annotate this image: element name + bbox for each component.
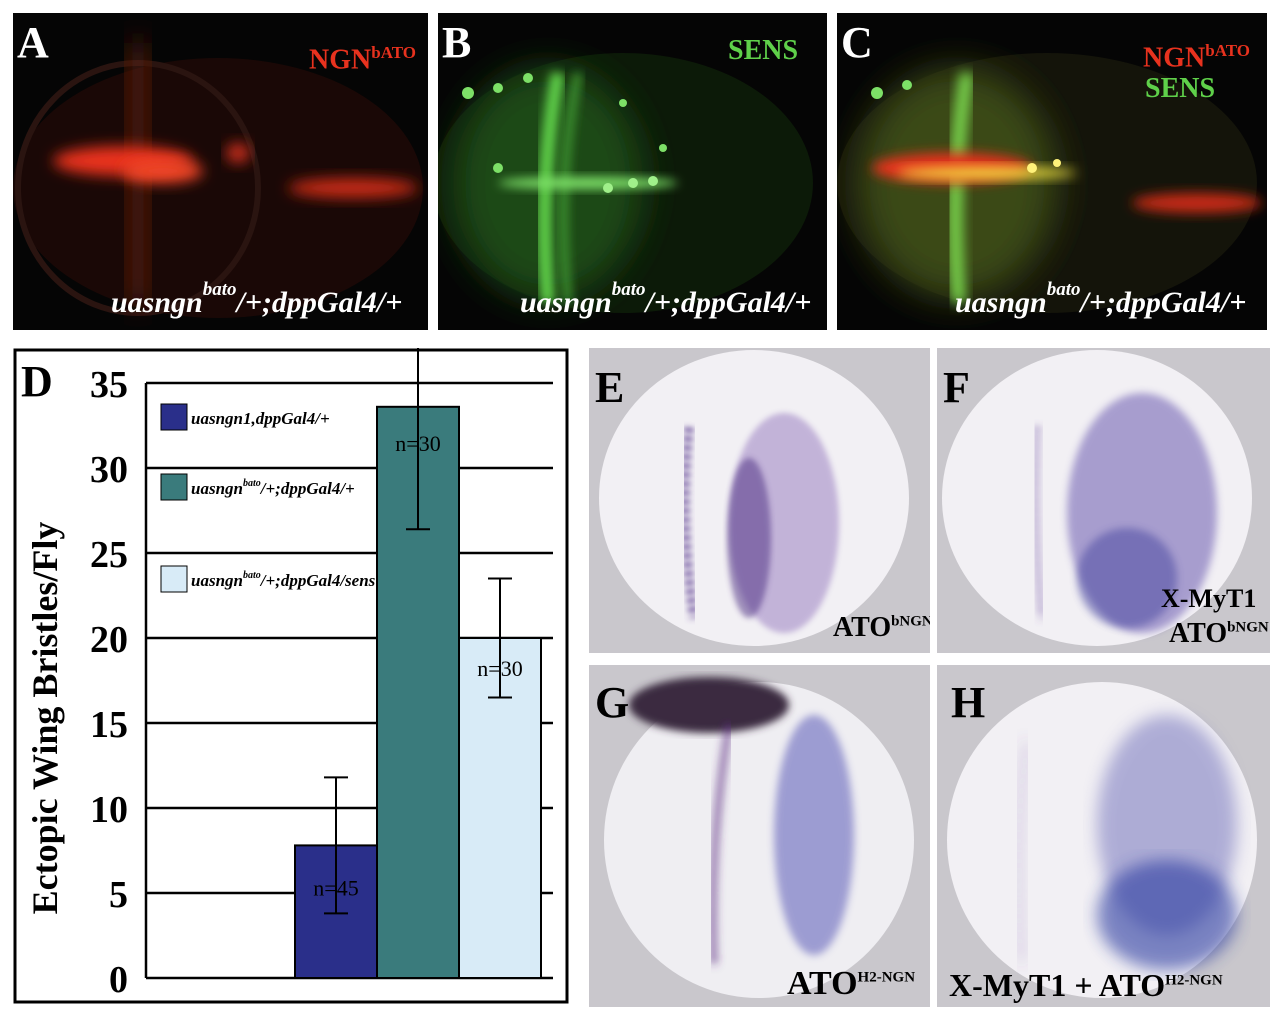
panel-c: C NGNbATO SENS uasngnbato/+;dppGal4/+ xyxy=(837,13,1267,330)
panel-g-label: ATOH2-NGN xyxy=(787,965,916,1002)
panel-g: G ATOH2-NGN xyxy=(589,665,930,1007)
panel-a-genotype: uasngnbato/+;dppGal4/+ xyxy=(111,279,403,319)
y-tick-label: 30 xyxy=(90,449,128,491)
panel-b: B SENS uasngnbato/+;dppGal4/+ xyxy=(438,13,827,330)
panel-e-label: ATObNGN xyxy=(833,612,930,643)
panel-b-stain: SENS xyxy=(728,35,799,66)
legend-swatch-1 xyxy=(160,403,188,431)
panel-h-label: X-MyT1 + ATOH2-NGN xyxy=(949,967,1223,1003)
panel-f-label-2: ATObNGN xyxy=(1169,618,1269,649)
y-tick-labels: 0 5 10 15 20 25 30 35 xyxy=(90,364,128,1001)
panel-c-image xyxy=(837,53,1262,313)
y-axis-label: Ectopic Wing Bristles/Fly xyxy=(25,522,65,915)
panel-c-genotype: uasngnbato/+;dppGal4/+ xyxy=(955,279,1247,319)
panel-c-stain-sens: SENS xyxy=(1145,73,1216,104)
panel-h-letter: H xyxy=(951,678,986,727)
panel-f-label-1: X-MyT1 xyxy=(1161,584,1257,613)
panel-g-image xyxy=(604,677,914,998)
panel-a: A NGNbATO uasngnbato/+;dppGal4/+ xyxy=(13,13,428,330)
y-tick-label: 0 xyxy=(109,959,128,1001)
panel-c-stain-ngn: NGNbATO xyxy=(1143,41,1250,74)
n-label-1: n=45 xyxy=(313,875,358,900)
legend-swatch-2 xyxy=(160,473,188,501)
panel-h: H X-MyT1 + ATOH2-NGN xyxy=(937,665,1270,1007)
legend-label-1: uasngn1,dppGal4/+ xyxy=(191,409,330,428)
panel-g-letter: G xyxy=(595,678,630,727)
y-tick-label: 25 xyxy=(90,534,128,576)
panel-f-image xyxy=(942,350,1252,646)
panel-a-image xyxy=(13,43,423,318)
legend: uasngn1,dppGal4/+ uasngnbato/+;dppGal4/+ u… xyxy=(160,403,376,593)
n-label-3: n=30 xyxy=(477,656,522,681)
legend-swatch-3 xyxy=(160,565,188,593)
panel-f-letter: F xyxy=(943,363,970,412)
panel-b-letter: B xyxy=(442,18,472,67)
panel-e-image xyxy=(599,350,909,646)
panel-d: D Ectopic Wing Bristles/Fly 0 5 10 15 20 25 30… xyxy=(13,348,573,1008)
legend-label-3: uasngnbato/+;dppGal4/sens xyxy=(191,570,376,590)
panel-b-image xyxy=(438,53,813,313)
n-label-2: n=30 xyxy=(395,431,440,456)
bars: n=45 n=30 n=30 xyxy=(294,348,542,980)
legend-label-2: uasngnbato/+;dppGal4/+ xyxy=(191,478,355,498)
panel-d-chart: D Ectopic Wing Bristles/Fly 0 5 10 15 20 25 30… xyxy=(13,348,569,1004)
y-tick-label: 20 xyxy=(90,619,128,661)
y-tick-label: 35 xyxy=(90,364,128,406)
panel-d-letter: D xyxy=(21,357,53,406)
y-tick-label: 5 xyxy=(109,874,128,916)
panel-c-letter: C xyxy=(841,18,873,67)
panel-a-letter: A xyxy=(17,18,49,67)
panel-a-stain: NGNbATO xyxy=(309,43,416,76)
chart-frame xyxy=(13,348,569,1004)
panel-e: E ATObNGN xyxy=(589,348,930,653)
panel-b-genotype: uasngnbato/+;dppGal4/+ xyxy=(520,279,812,319)
panel-f: F X-MyT1 ATObNGN xyxy=(937,348,1270,653)
y-tick-label: 10 xyxy=(90,789,128,831)
y-tick-label: 15 xyxy=(90,704,128,746)
panel-h-image xyxy=(947,682,1257,998)
panel-e-letter: E xyxy=(595,363,625,412)
